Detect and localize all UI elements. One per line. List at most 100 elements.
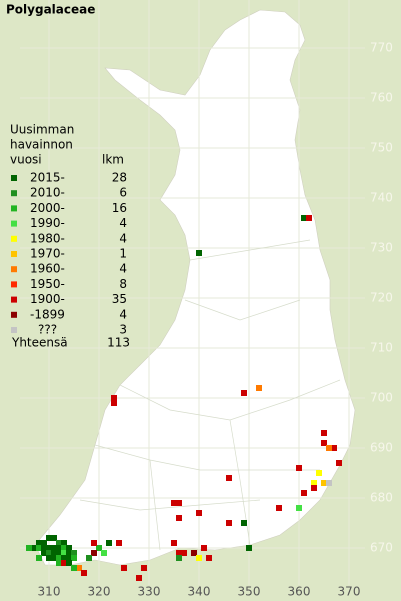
observation-square [86, 555, 92, 561]
observation-square [66, 545, 72, 551]
observation-square [206, 555, 212, 561]
legend-swatch [11, 311, 17, 318]
observation-square [61, 550, 67, 556]
y-tick-label: 680 [370, 491, 393, 505]
observation-square [121, 565, 127, 571]
observation-square [296, 505, 302, 511]
legend-label: 1980- [30, 231, 65, 245]
observation-square [321, 440, 327, 446]
observation-square [46, 550, 52, 556]
observation-square [56, 560, 62, 566]
legend-title: Uusimman [10, 123, 74, 137]
legend-count: 4 [119, 262, 127, 276]
legend-count: 28 [112, 171, 127, 185]
observation-square [171, 540, 177, 546]
legend-label: 1990- [30, 216, 65, 230]
legend-swatch [11, 190, 17, 197]
observation-square [321, 480, 327, 486]
observation-square [51, 550, 57, 556]
legend-label: 1970- [30, 247, 65, 261]
observation-square [276, 505, 282, 511]
observation-square [256, 385, 262, 391]
observation-square [91, 540, 97, 546]
region-borders [79, 239, 341, 551]
observation-square [116, 540, 122, 546]
observation-square [51, 545, 57, 551]
legend-label: 2010- [30, 186, 65, 200]
observation-square [46, 555, 52, 561]
x-tick-label: 360 [288, 585, 311, 599]
observation-square [101, 550, 107, 556]
observation-square [61, 545, 67, 551]
observation-square [171, 500, 177, 506]
finland-outline [34, 9, 356, 566]
observation-square [61, 560, 67, 566]
y-tick-label: 720 [370, 291, 393, 305]
observation-square [56, 545, 62, 551]
observation-square [326, 445, 332, 451]
observation-square [56, 540, 62, 546]
observation-square [111, 395, 117, 401]
observation-square [306, 215, 312, 221]
legend-count: 8 [119, 277, 127, 291]
observation-square [41, 550, 47, 556]
observation-square [241, 390, 247, 396]
observation-square [56, 550, 62, 556]
legend-swatch [11, 281, 17, 288]
observation-square [331, 445, 337, 451]
observation-square [41, 545, 47, 551]
legend-count-header: lkm [102, 153, 124, 167]
observation-square [41, 540, 47, 546]
legend-count: 16 [112, 201, 127, 215]
legend-count: 35 [112, 292, 127, 306]
legend-label: 1950- [30, 277, 65, 291]
observation-square [176, 555, 182, 561]
x-tick-label: 370 [338, 585, 361, 599]
legend-title: vuosi [10, 153, 42, 167]
legend-swatch [11, 175, 17, 181]
observation-square [311, 485, 317, 491]
legend-swatch [11, 220, 17, 227]
observation-square [316, 470, 322, 476]
legend-count: 6 [119, 186, 127, 200]
x-tick-label: 340 [188, 585, 211, 599]
y-tick-label: 770 [370, 41, 393, 55]
observation-square [321, 430, 327, 436]
observation-square [81, 570, 87, 576]
observation-square [36, 555, 42, 561]
observation-square [51, 535, 57, 541]
x-tick-label: 320 [88, 585, 111, 599]
legend-count: 4 [119, 231, 127, 245]
observation-square [96, 545, 102, 551]
observation-square [36, 545, 42, 551]
observation-square [36, 540, 42, 546]
y-tick-label: 670 [370, 541, 393, 555]
legend-title: havainnon [10, 138, 73, 152]
y-tick-label: 740 [370, 191, 393, 205]
legend-swatch [11, 296, 17, 303]
observation-square [196, 555, 202, 561]
observation-square [176, 550, 182, 556]
legend-swatch [11, 251, 17, 257]
y-tick-label: 710 [370, 341, 393, 355]
legend-label: ??? [38, 323, 57, 337]
legend-label: -1899 [30, 307, 65, 321]
observation-square [136, 575, 142, 581]
observation-square [176, 500, 182, 506]
legend-count: 4 [119, 307, 127, 321]
legend-swatch [11, 327, 17, 333]
observation-square [336, 460, 342, 466]
observation-square [301, 215, 307, 221]
observation-square [66, 550, 72, 556]
observation-square [51, 555, 57, 561]
observation-square [311, 480, 317, 486]
observation-square [141, 565, 147, 571]
legend-swatch [11, 235, 17, 242]
observation-square [46, 545, 52, 551]
observation-square [71, 565, 77, 571]
observation-square [111, 400, 117, 406]
legend-label: 2000- [30, 201, 65, 215]
observation-square [26, 545, 32, 551]
observation-square [91, 550, 97, 556]
